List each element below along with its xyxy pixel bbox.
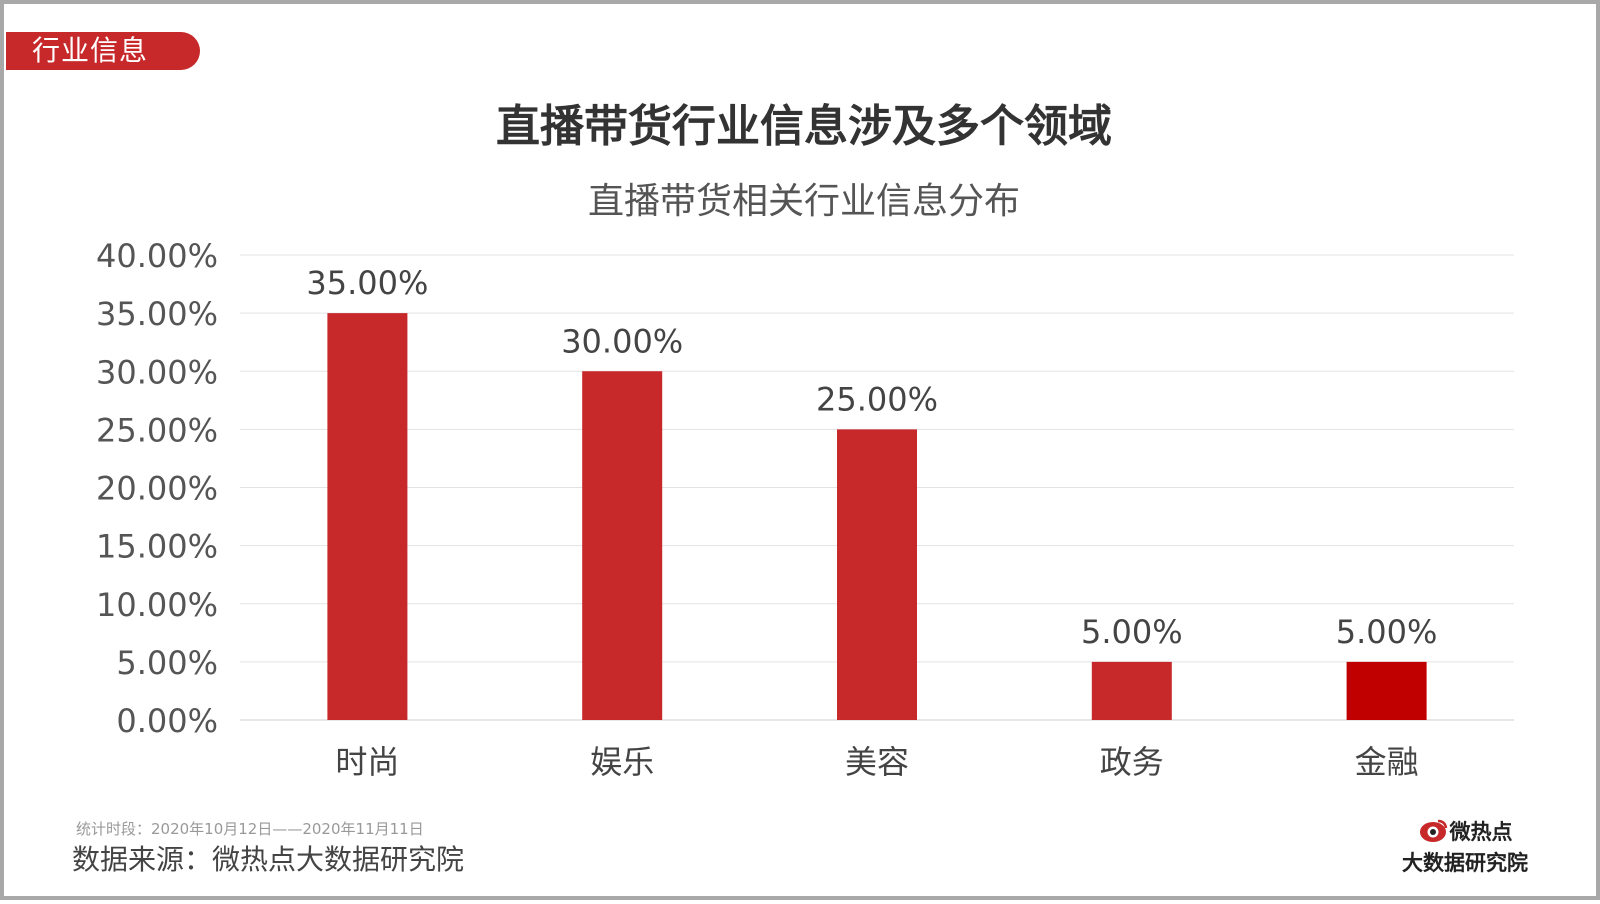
brand-logo: 微热点 大数据研究院: [1390, 816, 1540, 877]
y-tick-label: 0.00%: [116, 702, 218, 740]
x-tick-label: 金融: [1355, 743, 1419, 781]
data-label: 30.00%: [561, 322, 683, 360]
y-tick-label: 30.00%: [96, 353, 218, 391]
bar-3: [837, 429, 917, 720]
chart-title: 直播带货相关行业信息分布: [587, 181, 1020, 222]
data-label: 5.00%: [1336, 613, 1438, 651]
y-tick-label: 15.00%: [96, 528, 218, 566]
logo-subtitle: 大数据研究院: [1402, 851, 1528, 875]
bar-chart: 0.00% 5.00% 10.00% 15.00% 20.00% 25.00% 30.00%…: [96, 237, 1514, 781]
y-tick-label: 10.00%: [96, 586, 218, 624]
bar-4: [1091, 661, 1172, 720]
y-tick-label: 5.00%: [116, 644, 218, 682]
data-label: 25.00%: [816, 380, 938, 418]
logo-top-row: 微热点: [1390, 816, 1540, 846]
y-tick-label: 40.00%: [96, 237, 218, 275]
bar-2: [582, 371, 663, 720]
eye-logo-icon: [1419, 819, 1447, 842]
data-label: 5.00%: [1081, 613, 1183, 651]
y-tick-label: 25.00%: [96, 411, 218, 449]
section-tag: 行业信息: [6, 32, 200, 70]
y-tick-label: 35.00%: [96, 295, 218, 333]
x-tick-label: 娱乐: [590, 743, 654, 781]
bars: [327, 313, 1427, 720]
statistics-period: 统计时段：2020年10月12日——2020年11月11日: [76, 820, 424, 838]
data-label: 35.00%: [306, 264, 428, 302]
x-tick-label: 政务: [1100, 743, 1164, 781]
y-tick-label: 20.00%: [96, 470, 218, 508]
x-axis-ticks: 时尚 娱乐 美容 政务 金融: [335, 743, 1418, 781]
bar-5: [1346, 661, 1427, 720]
data-source: 数据来源：微热点大数据研究院: [72, 843, 465, 876]
data-labels: 35.00% 30.00% 25.00% 5.00% 5.00%: [306, 264, 1437, 651]
x-tick-label: 时尚: [335, 743, 399, 781]
x-tick-label: 美容: [845, 743, 909, 781]
page-title: 直播带货行业信息涉及多个领域: [496, 101, 1112, 152]
bar-1: [327, 313, 408, 720]
logo-name: 微热点: [1449, 820, 1513, 844]
y-axis-ticks: 0.00% 5.00% 10.00% 15.00% 20.00% 25.00% 30.00%…: [96, 237, 218, 740]
